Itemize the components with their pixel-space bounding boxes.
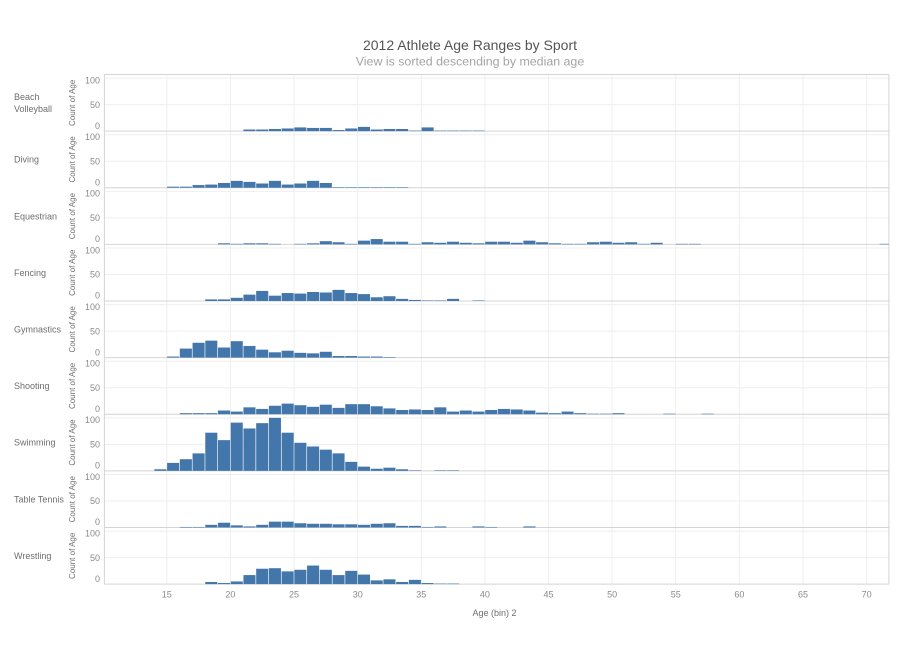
svg-text:0: 0 <box>95 177 100 187</box>
svg-text:15: 15 <box>162 590 172 600</box>
svg-text:100: 100 <box>85 76 100 86</box>
svg-text:100: 100 <box>85 189 100 199</box>
svg-text:Age (bin) 2: Age (bin) 2 <box>472 608 516 618</box>
svg-text:0: 0 <box>95 574 100 584</box>
svg-text:35: 35 <box>416 590 426 600</box>
svg-text:30: 30 <box>353 590 363 600</box>
svg-text:Swimming: Swimming <box>14 438 56 448</box>
svg-text:Count of Age: Count of Age <box>68 79 77 126</box>
svg-text:Count of Age: Count of Age <box>68 476 77 523</box>
svg-text:0: 0 <box>95 291 100 301</box>
svg-text:Count of Age: Count of Age <box>68 192 77 239</box>
svg-text:50: 50 <box>90 496 100 506</box>
svg-text:Equestrian: Equestrian <box>14 211 57 221</box>
svg-text:100: 100 <box>85 359 100 369</box>
svg-text:Wrestling: Wrestling <box>14 551 51 561</box>
svg-text:50: 50 <box>90 100 100 110</box>
svg-text:50: 50 <box>90 440 100 450</box>
svg-text:Count of Age: Count of Age <box>68 362 77 409</box>
svg-text:Fencing: Fencing <box>14 268 46 278</box>
svg-text:Count of Age: Count of Age <box>68 249 77 296</box>
svg-text:50: 50 <box>607 590 617 600</box>
svg-text:25: 25 <box>289 590 299 600</box>
svg-text:45: 45 <box>543 590 553 600</box>
svg-text:100: 100 <box>85 529 100 539</box>
svg-text:Count of Age: Count of Age <box>68 306 77 353</box>
svg-text:20: 20 <box>225 590 235 600</box>
svg-text:Diving: Diving <box>14 155 39 165</box>
svg-text:0: 0 <box>95 461 100 471</box>
svg-text:70: 70 <box>862 590 872 600</box>
svg-text:50: 50 <box>90 326 100 336</box>
svg-text:Table Tennis: Table Tennis <box>14 494 64 504</box>
svg-text:50: 50 <box>90 553 100 563</box>
svg-text:Count of Age: Count of Age <box>68 419 77 466</box>
svg-text:0: 0 <box>95 517 100 527</box>
svg-text:60: 60 <box>734 590 744 600</box>
svg-text:100: 100 <box>85 245 100 255</box>
svg-text:50: 50 <box>90 383 100 393</box>
svg-text:50: 50 <box>90 156 100 166</box>
svg-text:Count of Age: Count of Age <box>68 532 77 579</box>
svg-text:Beach: Beach <box>14 92 40 102</box>
svg-text:Volleyball: Volleyball <box>14 104 52 114</box>
svg-text:2012 Athlete Age Ranges by Spo: 2012 Athlete Age Ranges by Sport <box>363 37 577 53</box>
svg-text:40: 40 <box>480 590 490 600</box>
svg-text:0: 0 <box>95 234 100 244</box>
svg-text:100: 100 <box>85 302 100 312</box>
svg-text:55: 55 <box>671 590 681 600</box>
svg-text:Gymnastics: Gymnastics <box>14 325 62 335</box>
svg-text:Count of Age: Count of Age <box>68 136 77 183</box>
svg-text:100: 100 <box>85 132 100 142</box>
svg-text:Shooting: Shooting <box>14 381 50 391</box>
svg-text:0: 0 <box>95 121 100 131</box>
svg-text:View is sorted descending by m: View is sorted descending by median age <box>356 55 585 69</box>
svg-text:65: 65 <box>798 590 808 600</box>
svg-text:0: 0 <box>95 404 100 414</box>
svg-text:100: 100 <box>85 472 100 482</box>
svg-text:100: 100 <box>85 415 100 425</box>
svg-text:50: 50 <box>90 270 100 280</box>
svg-text:0: 0 <box>95 347 100 357</box>
svg-text:50: 50 <box>90 213 100 223</box>
